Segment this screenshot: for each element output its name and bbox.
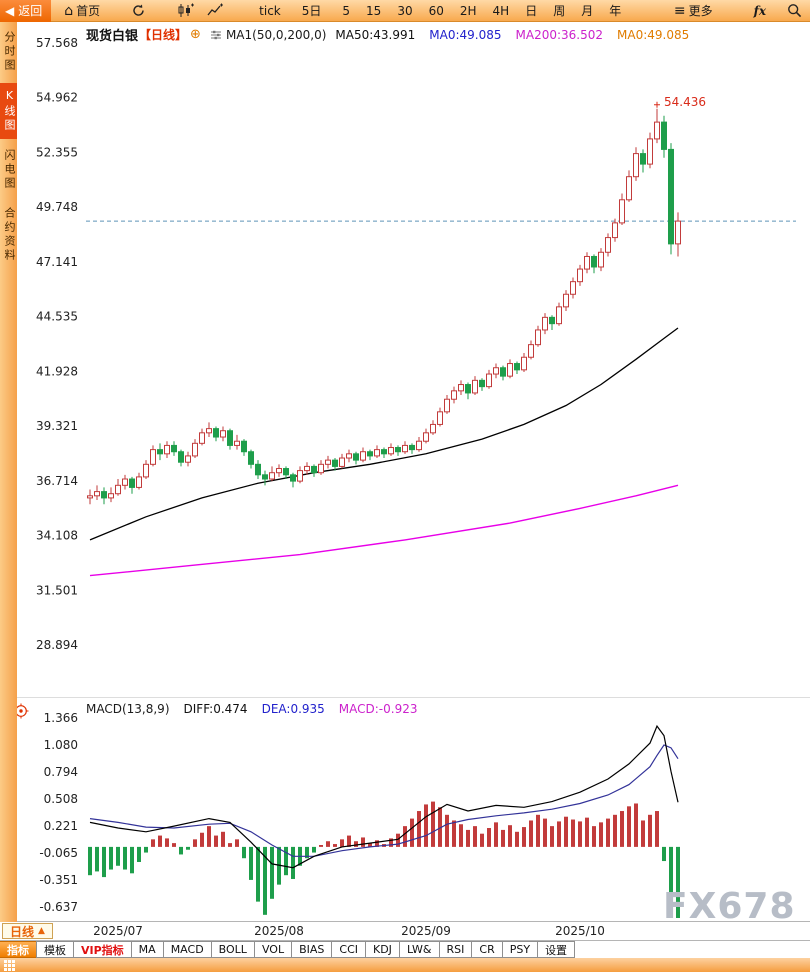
- sidebar-item-K线图[interactable]: K线图: [0, 83, 17, 139]
- macd-value-0: DIFF:0.474: [184, 702, 248, 716]
- chart-type-sidebar: 分时图 K线图闪电图合约资料: [0, 22, 17, 922]
- interval-button-4H[interactable]: 4H: [493, 2, 510, 19]
- svg-text:0.221: 0.221: [44, 819, 78, 833]
- interval-button-月[interactable]: 月: [581, 2, 593, 19]
- tab-VIP指标[interactable]: VIP指标: [73, 941, 132, 958]
- tab-设置[interactable]: 设置: [537, 941, 575, 958]
- macd-value-1: DEA:0.935: [262, 702, 325, 716]
- menu-icon: ≡: [674, 3, 686, 19]
- ma-value-0: MA50:43.991: [335, 28, 415, 42]
- period-tab-label: 日线: [10, 923, 34, 940]
- tab-VOL[interactable]: VOL: [254, 941, 292, 958]
- svg-text:36.714: 36.714: [36, 474, 78, 488]
- svg-text:49.748: 49.748: [36, 200, 78, 214]
- back-arrow-icon: ◀: [5, 4, 14, 18]
- sidebar-item-分时图[interactable]: 分时图: [0, 25, 17, 79]
- tab-BIAS[interactable]: BIAS: [291, 941, 332, 958]
- macd-header: MACD(13,8,9) DIFF:0.474 DEA:0.935 MACD:-0.…: [86, 702, 418, 716]
- sidebar-item-合约资料[interactable]: 合约资料: [0, 201, 17, 269]
- svg-text:-0.637: -0.637: [39, 900, 78, 914]
- ma-value-1: MA0:49.085: [429, 28, 501, 42]
- interval-5day-button[interactable]: 5日: [302, 2, 322, 19]
- back-label: 返回: [18, 2, 42, 19]
- interval-button-日[interactable]: 日: [525, 2, 537, 19]
- chart-canvas[interactable]: 57.568 54.962 52.355 49.748 47.141 44.535 41.9…: [0, 0, 810, 972]
- svg-text:57.568: 57.568: [36, 36, 78, 50]
- interval-buttons: 5 15 30 60 2H 4H 日周月年: [342, 2, 621, 19]
- period-tab-daily[interactable]: 日线 ▲: [2, 923, 53, 939]
- ma-value-readouts: MA50:43.991 MA0:49.085 MA200:36.502 MA0:49.…: [335, 28, 689, 42]
- back-button[interactable]: ◀ 返回: [0, 0, 51, 22]
- main-chart-header: 现货白银 【日线】 ⊕ MA1(50,0,200,0) MA50:43.991M…: [86, 25, 689, 44]
- tab-KDJ[interactable]: KDJ: [365, 941, 400, 958]
- ma-value-2: MA200:36.502: [516, 28, 604, 42]
- ma-settings-icon[interactable]: [210, 29, 222, 41]
- symbol-name: 现货白银: [86, 25, 138, 44]
- svg-text:34.108: 34.108: [36, 529, 78, 543]
- svg-text:2025/07: 2025/07: [93, 924, 143, 938]
- svg-text:47.141: 47.141: [36, 255, 78, 269]
- macd-value-readouts: DIFF:0.474 DEA:0.935 MACD:-0.923: [184, 702, 418, 716]
- interval-button-年[interactable]: 年: [609, 2, 621, 19]
- home-label: 首页: [76, 2, 100, 19]
- svg-text:54.436: 54.436: [664, 95, 706, 109]
- tab-RSI[interactable]: RSI: [439, 941, 473, 958]
- svg-text:28.894: 28.894: [36, 638, 78, 652]
- period-label: 【日线】: [139, 26, 187, 43]
- interval-button-60[interactable]: 60: [429, 2, 444, 19]
- svg-text:-0.065: -0.065: [39, 846, 78, 860]
- macd-value-2: MACD:-0.923: [339, 702, 418, 716]
- interval-button-30[interactable]: 30: [397, 2, 412, 19]
- svg-text:0.508: 0.508: [44, 792, 78, 806]
- bottom-status-strip: [0, 958, 810, 972]
- svg-text:2025/10: 2025/10: [555, 924, 605, 938]
- svg-text:44.535: 44.535: [36, 310, 78, 324]
- svg-text:31.501: 31.501: [36, 583, 78, 597]
- home-button[interactable]: ⌂ 首页: [64, 2, 100, 19]
- tab-PSY[interactable]: PSY: [502, 941, 538, 958]
- tab-BOLL[interactable]: BOLL: [211, 941, 255, 958]
- macd-histogram: [88, 802, 680, 918]
- fx678-watermark: FX678: [663, 886, 796, 927]
- macd-title: MACD(13,8,9): [86, 702, 170, 716]
- tab-CCI[interactable]: CCI: [331, 941, 366, 958]
- svg-text:41.928: 41.928: [36, 364, 78, 378]
- svg-text:39.321: 39.321: [36, 419, 78, 433]
- collapse-icon: ▲: [38, 926, 45, 936]
- svg-text:2025/08: 2025/08: [254, 924, 304, 938]
- interval-button-周[interactable]: 周: [553, 2, 565, 19]
- indicator-tabs-row: 指标模板VIP指标MAMACDBOLLVOLBIASCCIKDJLW&RSICR…: [0, 941, 810, 958]
- tab-MA[interactable]: MA: [131, 941, 164, 958]
- more-button[interactable]: ≡ 更多: [674, 2, 713, 19]
- interval-button-15[interactable]: 15: [366, 2, 381, 19]
- interval-button-2H[interactable]: 2H: [460, 2, 477, 19]
- top-toolbar: ◀ 返回 ⌂ 首页 tick 5日 5 15 30 60 2H 4H 日周月年 ≡ 更多 f…: [0, 0, 810, 22]
- line-chart-icon[interactable]: [207, 3, 224, 18]
- svg-text:2025/09: 2025/09: [401, 924, 451, 938]
- fx-indicator-button[interactable]: fx: [754, 4, 766, 18]
- svg-text:52.355: 52.355: [36, 145, 78, 159]
- svg-text:1.366: 1.366: [44, 711, 78, 725]
- add-overlay-icon[interactable]: ⊕: [190, 27, 201, 42]
- ma-settings-label: MA1(50,0,200,0): [226, 28, 326, 42]
- tab-LW&[interactable]: LW&: [399, 941, 440, 958]
- candlestick-series: [88, 109, 681, 504]
- interval-tick-button[interactable]: tick: [259, 4, 281, 18]
- home-icon: ⌂: [64, 3, 73, 19]
- ma-value-3: MA0:49.085: [617, 28, 689, 42]
- tab-CR[interactable]: CR: [471, 941, 502, 958]
- svg-text:-0.351: -0.351: [39, 873, 78, 887]
- svg-text:0.794: 0.794: [44, 765, 78, 779]
- more-label: 更多: [689, 2, 713, 19]
- sidebar-item-闪电图[interactable]: 闪电图: [0, 143, 17, 197]
- candlestick-chart-icon[interactable]: [177, 3, 194, 18]
- search-icon[interactable]: [787, 3, 802, 18]
- interval-button-5[interactable]: 5: [342, 2, 350, 19]
- svg-text:54.962: 54.962: [36, 91, 78, 105]
- refresh-icon[interactable]: [131, 3, 146, 18]
- svg-text:1.080: 1.080: [44, 738, 78, 752]
- tab-模板[interactable]: 模板: [36, 941, 74, 958]
- tab-MACD[interactable]: MACD: [163, 941, 212, 958]
